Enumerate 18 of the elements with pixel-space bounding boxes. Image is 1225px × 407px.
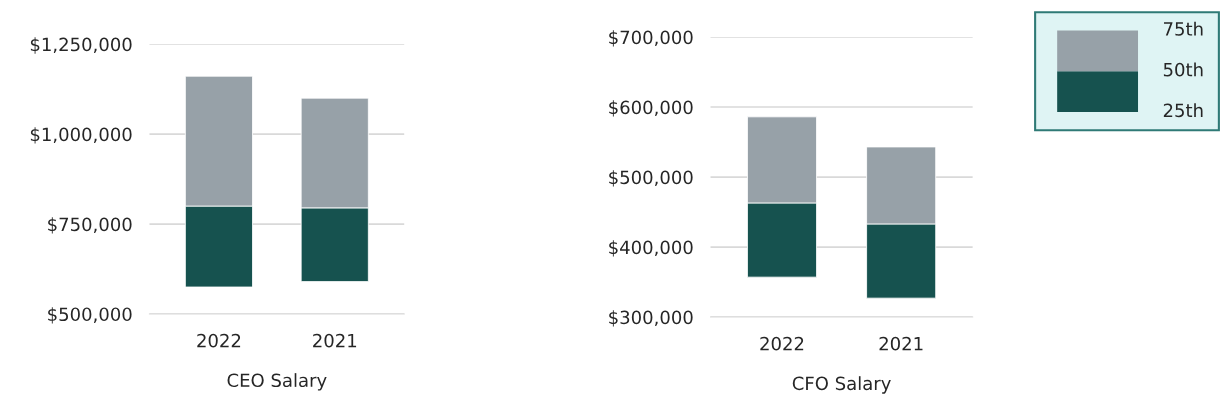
y-tick-label: $400,000 bbox=[609, 240, 693, 257]
y-tick-label: $500,000 bbox=[48, 307, 132, 324]
y-tick-label: $600,000 bbox=[609, 100, 693, 117]
y-tick-label: $300,000 bbox=[609, 310, 693, 327]
y-tick-label: $700,000 bbox=[609, 30, 693, 47]
y-tick-label: $1,000,000 bbox=[30, 127, 132, 144]
x-axis-title: CEO Salary bbox=[227, 373, 327, 391]
x-tick-label: 2022 bbox=[760, 336, 804, 351]
x-tick-label: 2022 bbox=[197, 333, 241, 348]
text: 75th bbox=[1164, 21, 1203, 36]
x-axis-title: CFO Salary bbox=[792, 376, 891, 394]
y-tick-label: $1,250,000 bbox=[30, 37, 132, 54]
y-tick-label: $500,000 bbox=[609, 170, 693, 187]
text: 25th bbox=[1163, 103, 1203, 118]
x-tick-label: 2021 bbox=[313, 333, 357, 348]
x-tick-label: 2021 bbox=[879, 336, 923, 351]
y-tick-label: $750,000 bbox=[48, 217, 132, 234]
text: 50th bbox=[1163, 62, 1203, 77]
